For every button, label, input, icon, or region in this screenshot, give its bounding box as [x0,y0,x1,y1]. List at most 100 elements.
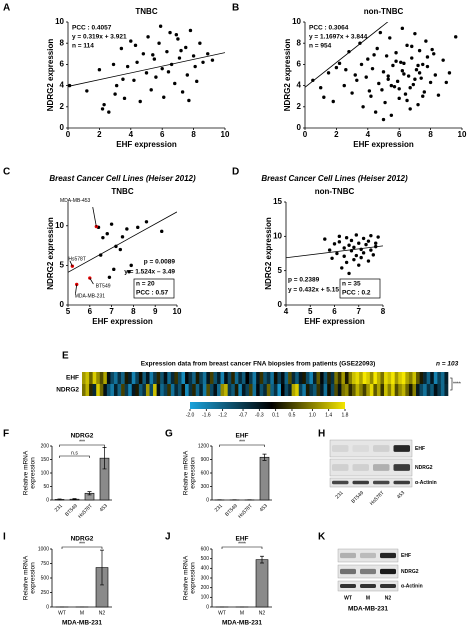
heatmap-cell [142,384,147,396]
heatmap-cell [412,372,417,384]
blot-band [332,464,349,471]
heatmap-cell [316,384,321,396]
row-label: EHF [66,375,79,382]
point [107,275,112,279]
lane-label: N2 [385,595,392,601]
annotation: y = 1.524x – 3.49 [124,269,175,276]
blot-band [340,584,356,588]
heatmap-cell [174,384,179,396]
panel-label: A [3,3,10,14]
point [158,24,163,28]
x-tick-label: 6 [88,307,93,316]
error-bar [100,549,104,586]
blot-band [360,568,376,575]
point [352,257,356,262]
y-tick-label: 150 [41,457,50,463]
blot-band [393,464,410,471]
heatmap-cell [355,384,360,396]
point [105,231,109,236]
heatmap-cell [99,384,104,396]
error-bar [262,453,267,461]
point [125,64,130,69]
x-tick-label: 7 [109,307,114,316]
y-tick-label: 6 [297,60,302,69]
chart-title: NDRG2 [71,536,94,543]
point [381,70,386,74]
heatmap-cell [426,372,431,384]
point [330,256,334,261]
point [392,84,397,89]
point-label: MDA-MB-453 [60,198,91,204]
fit-line [68,52,225,87]
heatmap-cell [153,372,157,384]
significance-label: **** [238,541,246,547]
heatmap-cell [206,372,211,384]
point [201,60,205,64]
heatmap-cell [320,384,324,396]
point [118,247,123,252]
point [410,56,414,60]
y-tick-label: 500 [201,556,210,562]
y-tick-label: 2 [297,102,302,111]
blot-background [337,548,399,563]
chart-title: NDRG2 [71,433,94,440]
heatmap-cell [387,384,392,396]
x-tick-label: 5 [308,307,313,316]
point [357,263,361,267]
point [125,227,129,231]
significance-label: n.s [71,450,78,456]
heatmap-cell [206,384,211,396]
x-axis-label: EHF expression [304,317,365,326]
heatmap-cell [224,372,228,384]
blot-band [352,480,369,485]
point [377,81,381,86]
y-tick-label: 10 [273,231,282,240]
heatmap-cell [280,384,285,396]
point [132,78,136,83]
blot-background [329,439,413,458]
y-tick-label: 10 [292,17,301,26]
annotation: n = 20 [136,281,155,288]
blot-band [332,445,349,452]
annotation: p = 0.0089 [144,259,176,266]
y-tick-label: 400 [201,566,210,572]
significance-bracket [450,377,453,391]
colorbar-tick-label: 0.5 [288,412,295,418]
blot-background [329,458,413,477]
annotation-box [339,278,381,299]
point [428,80,433,85]
heatmap-cell [362,372,367,384]
point [335,251,339,256]
x-tick-label: 6 [160,130,165,139]
point [337,61,342,66]
point [144,220,149,224]
point [165,49,169,54]
heatmap-title: Expression data from breast cancer FNA b… [141,361,376,368]
heatmap-cell [89,372,93,384]
x-tick-label: 0 [303,130,308,139]
heatmap-cell [348,384,353,396]
point [370,66,375,71]
point [342,83,346,88]
y-tick-label: 4 [60,81,65,90]
point [311,78,315,83]
heatmap-cell [412,384,417,396]
y-tick-label: 10 [55,221,64,230]
x-tick-label: 231 [54,503,64,513]
heatmap-cell [273,372,278,384]
heatmap-cell [401,372,406,384]
x-axis-label: EHF expression [353,140,414,149]
point [344,260,349,265]
y-tick-label: 300 [201,484,210,490]
x-tick-label: 10 [221,130,230,139]
heatmap-cell [145,372,150,384]
x-tick-label: 6 [332,307,337,316]
point [129,39,133,43]
blot-band [352,445,369,452]
heatmap-cell [117,372,122,384]
y-axis-label: NDRG2 expression [46,217,55,290]
point [373,110,378,114]
blot-band [340,552,356,559]
significance-label: *** [79,541,85,547]
y-tick-label: 0 [278,300,283,309]
